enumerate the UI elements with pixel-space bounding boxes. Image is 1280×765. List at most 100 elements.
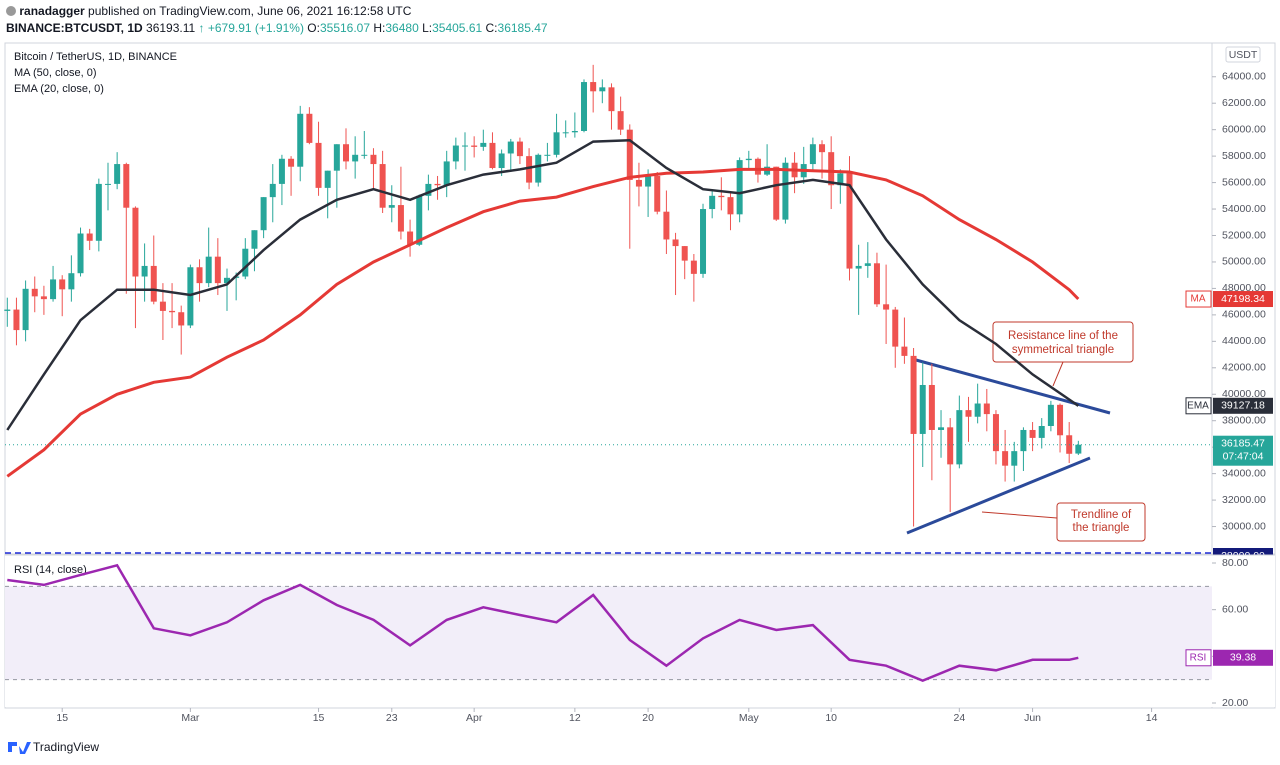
y-tick-label: 40000.00 bbox=[1222, 388, 1266, 400]
candle-body bbox=[77, 233, 84, 274]
legend-entry: MA (50, close, 0) bbox=[14, 67, 97, 79]
y-tick-label: 54000.00 bbox=[1222, 203, 1266, 215]
candle-body bbox=[205, 256, 212, 284]
header: ranadagger published on TradingView.com,… bbox=[0, 0, 1280, 40]
tag-name-box bbox=[1185, 397, 1212, 415]
candle-body bbox=[104, 183, 111, 185]
candle-body bbox=[397, 205, 404, 232]
candle-body bbox=[571, 130, 578, 133]
candle-body bbox=[471, 145, 478, 147]
candle-body bbox=[159, 301, 166, 311]
candle-body bbox=[169, 310, 176, 313]
candle-body bbox=[13, 309, 20, 331]
currency: USDT bbox=[1229, 49, 1258, 61]
candle-body bbox=[526, 156, 533, 183]
candle-body bbox=[956, 410, 963, 465]
candle-body bbox=[883, 304, 890, 310]
tag-value: 47198.34 bbox=[1221, 293, 1265, 305]
tag-value: 39127.18 bbox=[1221, 400, 1265, 412]
currency-box bbox=[1225, 46, 1261, 63]
annotation-pointer bbox=[1052, 361, 1064, 387]
candle-body bbox=[50, 279, 57, 300]
candle-body bbox=[31, 288, 38, 297]
candle-body bbox=[434, 183, 441, 186]
candle-body bbox=[819, 144, 826, 153]
candle-body bbox=[544, 154, 551, 156]
y-tick-label: 64000.00 bbox=[1222, 71, 1266, 83]
candle-body bbox=[489, 142, 496, 169]
annotation-text: symmetrical triangle bbox=[1012, 344, 1114, 356]
candle-body bbox=[773, 166, 780, 220]
candle-body bbox=[114, 164, 121, 184]
candle-body bbox=[278, 158, 285, 184]
tag-value: 39.38 bbox=[1230, 652, 1256, 664]
candle-body bbox=[736, 160, 743, 215]
candle-body bbox=[1075, 444, 1082, 454]
candle-body bbox=[242, 248, 249, 277]
candle-body bbox=[938, 427, 945, 430]
candle-body bbox=[599, 87, 606, 92]
x-tick-label: 15 bbox=[313, 712, 325, 724]
candle-body bbox=[132, 207, 139, 277]
candle-body bbox=[745, 158, 752, 161]
x-tick-label: 10 bbox=[825, 712, 837, 724]
price-tag bbox=[1213, 435, 1273, 466]
c-value: 36185.47 bbox=[497, 21, 548, 35]
candle-body bbox=[260, 197, 267, 231]
candle-body bbox=[864, 263, 871, 266]
candle-body bbox=[654, 175, 661, 212]
tag-name-box bbox=[1185, 649, 1212, 667]
candle-body bbox=[590, 82, 597, 92]
candle-body bbox=[123, 164, 130, 208]
candle-body bbox=[828, 152, 835, 186]
candle-body bbox=[562, 132, 569, 134]
candle-body bbox=[974, 403, 981, 417]
candle-body bbox=[928, 384, 935, 430]
candle-body bbox=[846, 173, 853, 269]
annotation-pointer bbox=[981, 511, 1058, 519]
brand-logo bbox=[8, 742, 31, 754]
candle-body bbox=[1011, 451, 1018, 466]
candle-body bbox=[196, 267, 203, 284]
candle-body bbox=[901, 346, 908, 356]
x-tick-label: May bbox=[739, 712, 760, 724]
annotation-box bbox=[1056, 502, 1146, 542]
candle-body bbox=[462, 145, 469, 147]
candle-body bbox=[214, 256, 221, 284]
tag-box bbox=[1213, 397, 1273, 414]
candle-body bbox=[617, 111, 624, 130]
candle-body bbox=[297, 113, 304, 167]
change-value: +679.91 (+1.91%) bbox=[207, 21, 304, 35]
last-price: 36193.11 bbox=[146, 21, 196, 35]
x-tick-label: 12 bbox=[569, 712, 581, 724]
candle-body bbox=[873, 263, 880, 305]
legend-entry: RSI (14, close) bbox=[14, 564, 87, 576]
candle-body bbox=[507, 141, 514, 154]
tag-name: RSI bbox=[1190, 652, 1207, 663]
candle-body bbox=[1029, 429, 1036, 438]
rsi-band bbox=[5, 586, 1212, 680]
candle-body bbox=[416, 195, 423, 245]
candle-body bbox=[892, 309, 899, 347]
candle-body bbox=[40, 296, 47, 300]
candle-body bbox=[626, 129, 633, 180]
y-tick-label: 42000.00 bbox=[1222, 362, 1266, 374]
l-label: L: bbox=[422, 21, 433, 35]
candle-body bbox=[837, 173, 844, 186]
candle-body bbox=[581, 82, 588, 131]
candle-body bbox=[361, 154, 368, 156]
candle-body bbox=[947, 427, 954, 465]
candle-body bbox=[59, 279, 66, 290]
support-line bbox=[906, 456, 1091, 535]
candle-body bbox=[782, 162, 789, 220]
x-tick-label: 24 bbox=[953, 712, 965, 724]
chart-title: Bitcoin / TetherUS, 1D, BINANCE bbox=[14, 51, 177, 63]
y-tick-label: 34000.00 bbox=[1222, 467, 1266, 479]
candle-body bbox=[700, 209, 707, 274]
x-tick-label: Mar bbox=[181, 712, 200, 724]
candle-body bbox=[965, 410, 972, 417]
resistance-line bbox=[915, 358, 1111, 415]
legend-entry: EMA (20, close, 0) bbox=[14, 83, 104, 95]
